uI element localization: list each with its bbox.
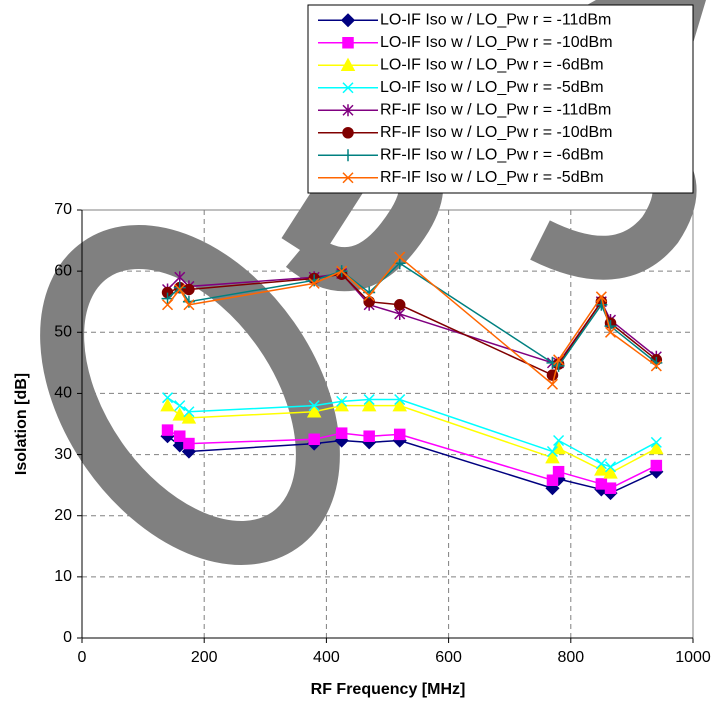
legend-marker — [340, 13, 356, 28]
marker — [183, 283, 195, 296]
x-tick-label: 200 — [191, 649, 218, 666]
marker — [172, 407, 188, 421]
legend-label: LO-IF Iso w / LO_Pw r = -6dBm — [380, 56, 604, 73]
legend-marker — [342, 82, 354, 94]
marker — [335, 427, 348, 439]
marker — [173, 281, 186, 294]
y-tick-label: 50 — [54, 324, 72, 341]
marker — [174, 283, 186, 296]
marker — [546, 378, 559, 390]
legend-marker — [342, 149, 354, 162]
legend-marker — [342, 172, 354, 184]
marker — [183, 437, 195, 450]
marker — [174, 400, 186, 412]
marker — [650, 360, 662, 372]
marker — [553, 354, 565, 366]
y-tick-label: 10 — [54, 568, 72, 585]
legend-label: RF-IF Iso w / LO_Pw r = -11dBm — [380, 101, 611, 118]
marker — [604, 482, 617, 494]
marker — [162, 299, 174, 311]
marker — [181, 410, 197, 424]
marker — [595, 458, 607, 470]
y-tick-label: 60 — [54, 262, 72, 279]
marker — [650, 436, 662, 448]
y-tick-label: 70 — [54, 201, 72, 218]
legend-label: LO-IF Iso w / LO_Pw r = -5dBm — [380, 79, 604, 96]
marker — [546, 474, 559, 487]
marker — [336, 265, 348, 277]
marker — [363, 290, 375, 302]
legend-marker — [342, 127, 354, 139]
marker — [181, 444, 196, 459]
marker — [594, 462, 609, 476]
marker — [161, 424, 174, 436]
y-axis-title: Isolation [dB] — [13, 373, 30, 475]
marker — [308, 400, 320, 412]
marker — [160, 398, 175, 412]
marker — [308, 433, 320, 446]
x-tick-label: 600 — [435, 649, 462, 666]
marker — [336, 395, 348, 407]
marker — [308, 277, 320, 289]
marker — [306, 404, 322, 418]
watermark-o — [40, 225, 340, 565]
marker — [394, 394, 406, 406]
x-tick-label: 400 — [313, 649, 340, 666]
x-tick-label: 1000 — [675, 649, 711, 666]
marker — [363, 430, 375, 442]
y-tick-label: 30 — [54, 446, 72, 463]
legend-label: RF-IF Iso w / LO_Pw r = -5dBm — [380, 169, 604, 186]
marker — [604, 326, 617, 338]
marker — [595, 298, 608, 311]
legend-marker — [342, 104, 354, 117]
y-tick-label: 0 — [63, 629, 72, 646]
series-line — [167, 262, 657, 367]
legend-label: RF-IF Iso w / LO_Pw r = -10dBm — [380, 124, 613, 141]
marker — [361, 398, 377, 412]
legend-marker — [342, 37, 354, 49]
legend-label: RF-IF Iso w / LO_Pw r = -6dBm — [380, 146, 604, 163]
marker — [604, 461, 617, 473]
legend-label: LO-IF Iso w / LO_Pw r = -10dBm — [380, 34, 613, 51]
x-axis-title: RF Frequency [MHz] — [311, 681, 466, 698]
marker — [552, 465, 565, 478]
marker — [553, 434, 565, 447]
x-tick-label: 0 — [78, 649, 87, 666]
marker — [545, 450, 560, 464]
y-tick-label: 40 — [54, 385, 72, 402]
x-tick-label: 800 — [557, 649, 584, 666]
marker — [392, 398, 407, 412]
marker — [174, 430, 186, 442]
marker — [393, 299, 406, 311]
marker — [174, 271, 186, 284]
marker — [162, 392, 174, 404]
marker — [394, 251, 406, 263]
marker — [393, 428, 406, 441]
marker — [603, 465, 618, 479]
marker — [649, 440, 664, 455]
legend-box — [307, 4, 694, 194]
legend-label: LO-IF Iso w / LO_Pw r = -11dBm — [380, 11, 611, 28]
marker — [183, 299, 195, 311]
marker — [595, 291, 607, 303]
marker — [363, 394, 375, 406]
marker — [650, 459, 663, 472]
y-tick-label: 20 — [54, 507, 72, 524]
marker — [183, 406, 195, 418]
legend-marker — [340, 57, 356, 71]
marker — [546, 445, 559, 458]
